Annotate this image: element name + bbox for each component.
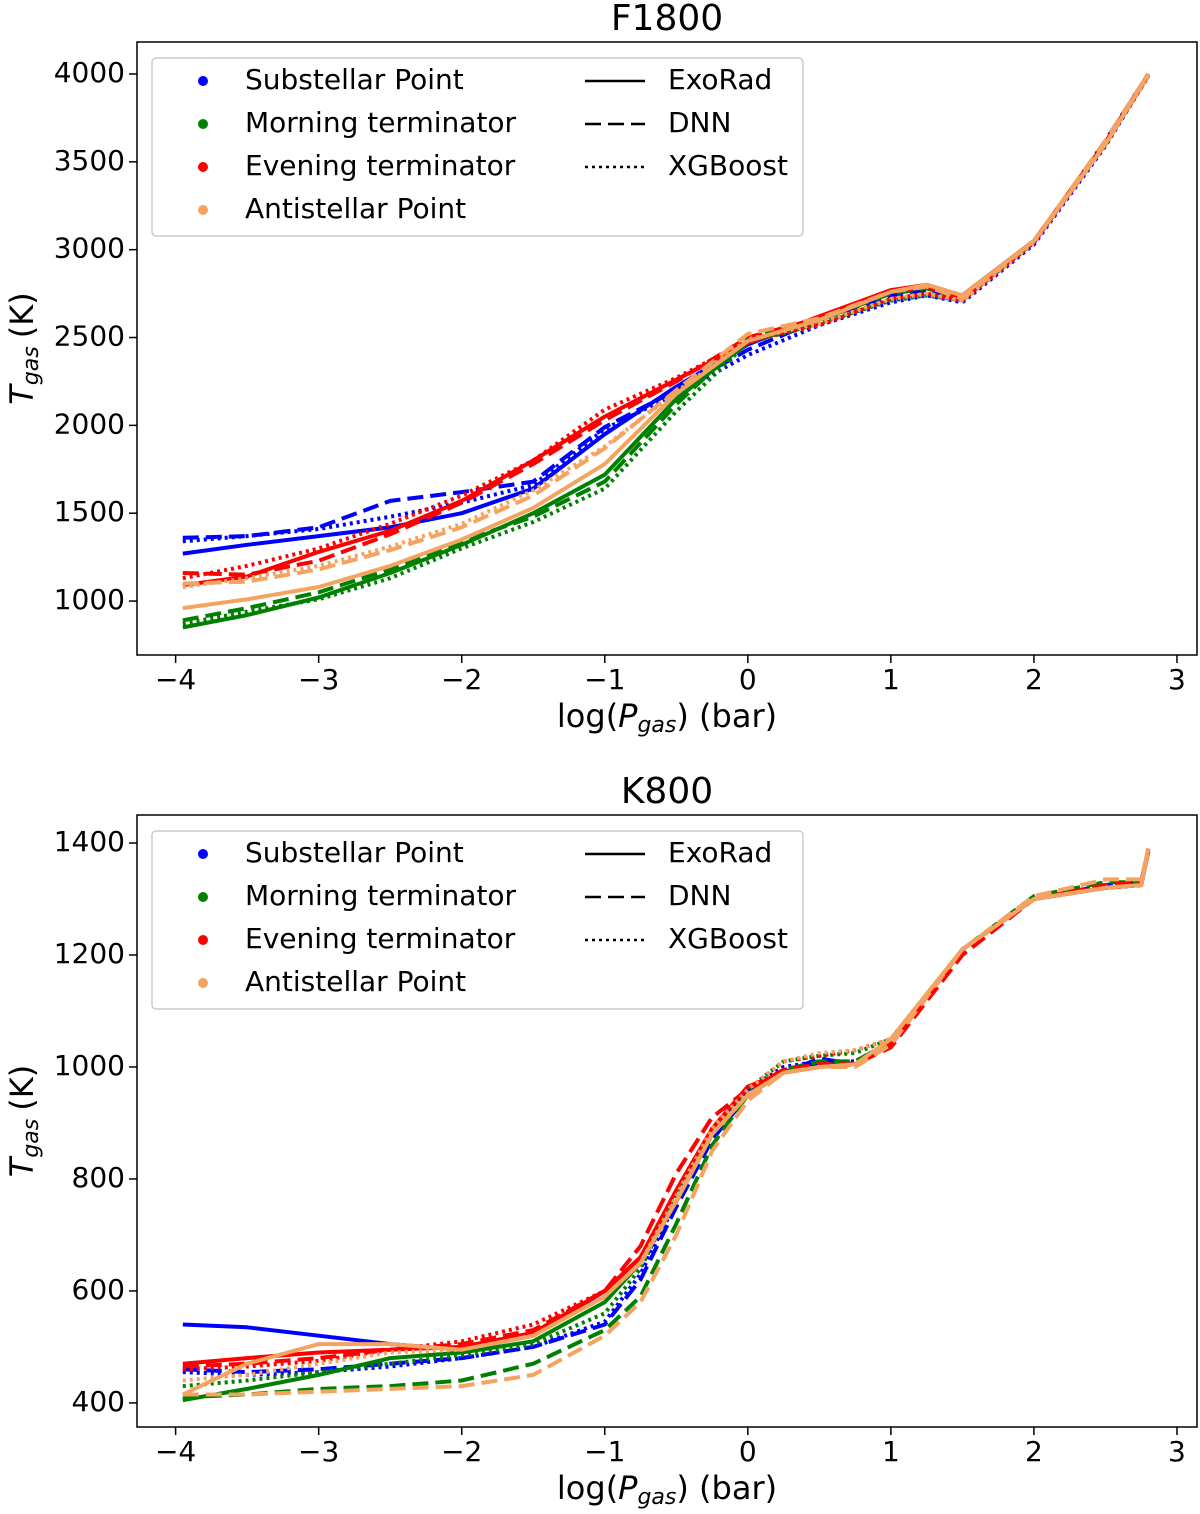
x-tick-label: 1 (882, 663, 900, 696)
x-axis-label: log(Pgas) (bar) (557, 1469, 777, 1510)
x-label-suffix: ) (bar) (676, 1469, 777, 1507)
x-tick-label: −4 (155, 1435, 196, 1468)
y-tick-label: 2000 (54, 407, 125, 440)
y-axis-label: Tgas (K) (3, 1065, 44, 1177)
y-tick-label: 2500 (54, 320, 125, 353)
legend-label: ExoRad (668, 836, 772, 869)
legend-marker (198, 892, 208, 902)
series-line (182, 848, 1151, 1397)
y-tick-label: 4000 (54, 56, 125, 89)
y-label-symbol: T (3, 383, 41, 405)
x-label-prefix: log( (557, 697, 618, 735)
x-tick-label: 0 (739, 1435, 757, 1468)
x-label-subscript: gas (637, 713, 676, 738)
y-tick-label: 1000 (54, 1049, 125, 1082)
x-axis-label: log(Pgas) (bar) (557, 697, 777, 738)
legend-label: Morning terminator (245, 879, 517, 912)
y-tick-label: 400 (72, 1385, 125, 1418)
series-line (182, 850, 1151, 1369)
x-tick-label: −1 (584, 1435, 625, 1468)
y-tick-label: 1500 (54, 495, 125, 528)
x-tick-label: −1 (584, 663, 625, 696)
x-tick-label: 1 (882, 1435, 900, 1468)
legend-label: Antistellar Point (245, 192, 466, 225)
y-label-unit: (K) (3, 1065, 41, 1111)
y-label-subscript: gas (19, 1119, 44, 1158)
chart-title: F1800 (611, 0, 723, 39)
x-tick-label: 3 (1168, 1435, 1186, 1468)
legend-label: XGBoost (668, 149, 788, 182)
series-line (182, 72, 1151, 623)
x-tick-label: −2 (441, 663, 482, 696)
y-tick-label: 1400 (54, 825, 125, 858)
y-tick-label: 1200 (54, 937, 125, 970)
legend-label: ExoRad (668, 63, 772, 96)
x-tick-label: −2 (441, 1435, 482, 1468)
x-label-prefix: log( (557, 1469, 618, 1507)
legend-marker (198, 76, 208, 86)
legend-marker (198, 205, 208, 215)
x-label-symbol: P (618, 1469, 638, 1507)
legend-label: Evening terminator (245, 922, 516, 955)
legend-label: Morning terminator (245, 106, 517, 139)
legend-box (151, 57, 804, 237)
y-tick-label: 800 (72, 1161, 125, 1194)
series-line (182, 74, 1151, 589)
x-label-subscript: gas (637, 1485, 676, 1510)
y-tick-label: 3500 (54, 144, 125, 177)
x-tick-label: 3 (1168, 663, 1186, 696)
x-tick-label: 2 (1025, 1435, 1043, 1468)
legend-label: Evening terminator (245, 149, 516, 182)
chart-title: K800 (621, 771, 713, 812)
legend-marker (198, 119, 208, 129)
y-axis-label: Tgas (K) (3, 292, 44, 404)
legend-label: Antistellar Point (245, 965, 466, 998)
x-tick-label: 0 (739, 663, 757, 696)
x-label-suffix: ) (bar) (676, 697, 777, 735)
y-label-subscript: gas (19, 346, 44, 385)
legend-marker (198, 978, 208, 988)
y-tick-label: 1000 (54, 583, 125, 616)
legend-marker (198, 849, 208, 859)
series-line (182, 72, 1151, 577)
legend-label: DNN (668, 106, 731, 139)
legend-label: DNN (668, 879, 731, 912)
legend-marker (198, 162, 208, 172)
legend-label: Substellar Point (245, 836, 464, 869)
y-tick-label: 3000 (54, 232, 125, 265)
y-tick-label: 600 (72, 1273, 125, 1306)
y-label-symbol: T (3, 1155, 41, 1177)
plot-frame (136, 41, 1198, 656)
legend-label: XGBoost (668, 922, 788, 955)
legend-label: Substellar Point (245, 63, 464, 96)
x-tick-label: −3 (298, 1435, 339, 1468)
legend-marker (198, 935, 208, 945)
x-tick-label: −3 (298, 663, 339, 696)
x-tick-label: 2 (1025, 663, 1043, 696)
y-label-unit: (K) (3, 292, 41, 338)
series-line (182, 74, 1151, 581)
plot-frame (136, 814, 1198, 1428)
x-label-symbol: P (618, 697, 638, 735)
legend-box (151, 830, 804, 1010)
x-tick-label: −4 (155, 663, 196, 696)
